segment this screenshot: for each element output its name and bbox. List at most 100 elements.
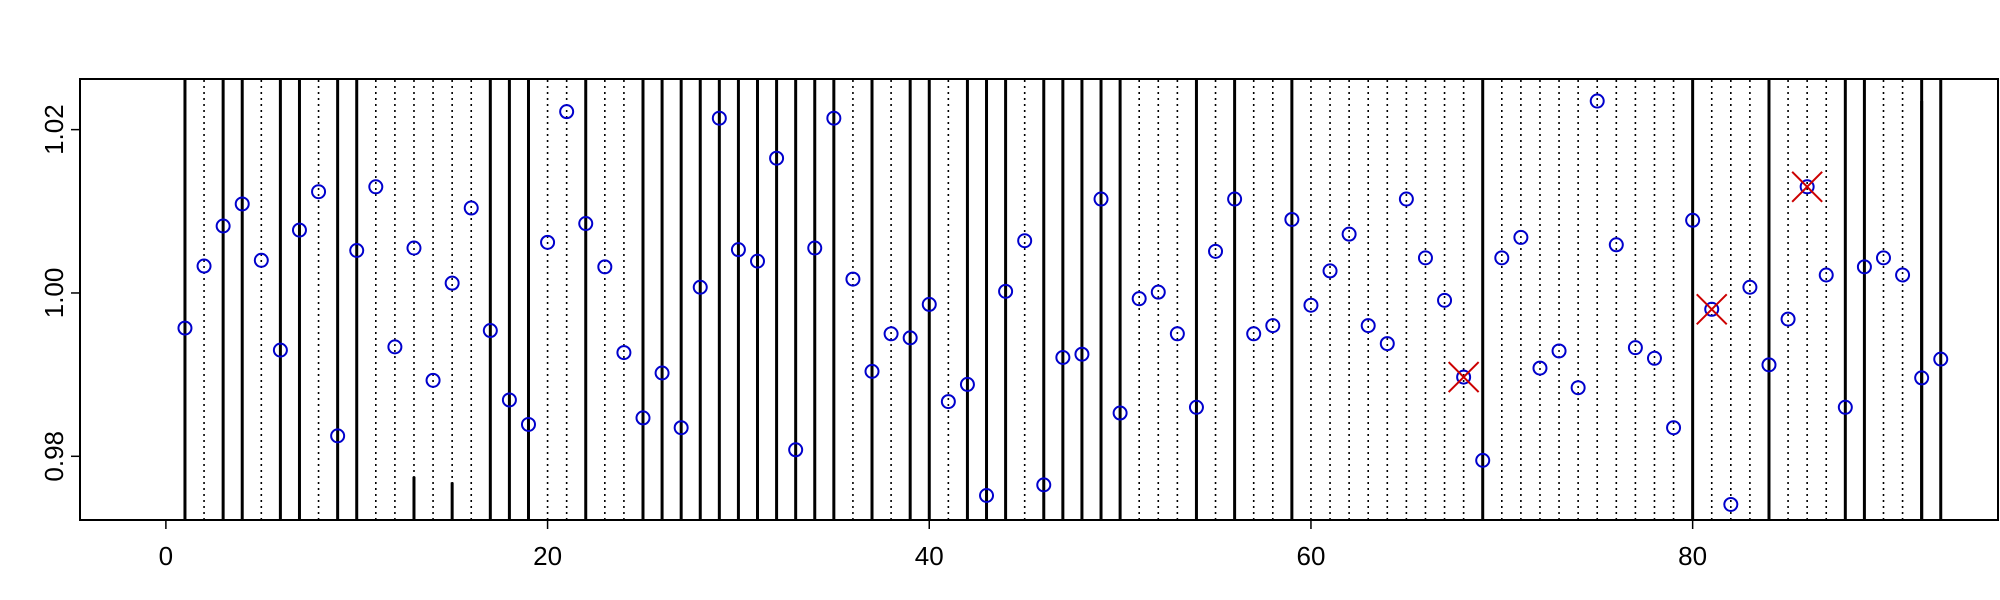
data-point (692, 279, 708, 295)
data-point (1227, 191, 1243, 207)
data-point (1608, 237, 1624, 253)
data-point (1055, 349, 1071, 365)
data-point (1150, 284, 1166, 300)
data-point (616, 345, 632, 361)
data-point (807, 240, 823, 256)
flagged-point-marker (1696, 293, 1728, 326)
data-point (196, 258, 212, 274)
data-point (253, 252, 269, 268)
data-point (921, 296, 937, 312)
data-point (540, 234, 556, 250)
data-point (1246, 326, 1262, 342)
y-tick-label: 1.02 (39, 104, 69, 155)
data-point (578, 216, 594, 232)
data-point (673, 420, 689, 436)
data-point (1589, 93, 1605, 109)
data-point (1646, 350, 1662, 366)
data-point (559, 104, 575, 120)
data-point (1284, 211, 1300, 227)
x-axis: 0 20 40 60 80 (159, 519, 1707, 571)
data-point (1322, 263, 1338, 279)
data-point (1398, 191, 1414, 207)
x-tick-label: 0 (159, 541, 173, 571)
data-point (1494, 250, 1510, 266)
data-point (234, 196, 250, 212)
data-point (1799, 179, 1815, 195)
data-point (1017, 233, 1033, 249)
data-point (1723, 496, 1739, 512)
flagged-markers-layer (1447, 171, 1823, 393)
y-tick-label: 0.98 (39, 431, 69, 482)
y-axis: 0.98 1.00 1.02 (39, 104, 81, 482)
data-point (826, 110, 842, 126)
plot-frame (79, 78, 1999, 521)
data-point (845, 271, 861, 287)
data-point (1761, 357, 1777, 373)
data-point (1131, 291, 1147, 307)
vertical-lines-layer (183, 80, 1943, 520)
data-point (788, 442, 804, 458)
data-point (750, 253, 766, 269)
data-point (482, 323, 498, 339)
data-point (1742, 279, 1758, 295)
data-point (1188, 399, 1204, 415)
data-point (635, 410, 651, 426)
data-point (406, 240, 422, 256)
data-point (1780, 311, 1796, 327)
data-point (1856, 259, 1872, 275)
flagged-point-marker (1447, 361, 1480, 393)
flag-cross-stroke (1791, 171, 1823, 203)
data-point (1627, 340, 1643, 356)
data-point (1666, 420, 1682, 436)
data-point (940, 394, 956, 410)
data-point (368, 179, 384, 195)
data-point (959, 376, 975, 392)
data-point (177, 320, 193, 336)
data-point (425, 372, 441, 388)
data-point (711, 110, 727, 126)
data-point (330, 428, 346, 444)
data-point (272, 342, 288, 358)
data-point (1379, 336, 1395, 352)
data-point (1456, 369, 1472, 385)
data-point (1341, 226, 1357, 242)
data-point (998, 283, 1014, 299)
data-point (520, 416, 536, 432)
points-layer (177, 93, 1949, 512)
flag-cross-stroke (1447, 361, 1480, 393)
data-point (1475, 452, 1491, 468)
data-point (463, 200, 479, 216)
data-point (769, 150, 785, 166)
data-point (597, 259, 613, 275)
data-point (387, 339, 403, 355)
flagged-point-marker (1791, 171, 1823, 203)
data-point (1360, 318, 1376, 334)
data-point (883, 326, 899, 342)
data-point (1112, 405, 1128, 421)
data-point (349, 243, 365, 258)
data-point (902, 330, 918, 346)
data-point (1437, 292, 1453, 308)
data-point (1818, 267, 1834, 283)
y-tick-label: 1.00 (39, 268, 69, 319)
data-point (1208, 243, 1224, 259)
data-point (1685, 212, 1701, 228)
data-point (1417, 250, 1433, 266)
data-point (1169, 326, 1185, 342)
data-point (1551, 343, 1567, 359)
data-point (730, 242, 746, 258)
flag-cross-stroke (1696, 293, 1728, 326)
data-point (291, 222, 307, 238)
data-point (1265, 318, 1281, 334)
data-point (1914, 370, 1930, 386)
data-point (1036, 477, 1052, 493)
x-tick-label: 40 (915, 541, 944, 571)
data-point (1875, 250, 1891, 266)
data-point (501, 392, 517, 408)
data-point (1303, 297, 1319, 313)
data-point (1895, 267, 1911, 283)
data-point (864, 363, 880, 379)
data-point (311, 184, 327, 200)
data-point (1704, 301, 1720, 317)
data-point (1093, 191, 1109, 207)
